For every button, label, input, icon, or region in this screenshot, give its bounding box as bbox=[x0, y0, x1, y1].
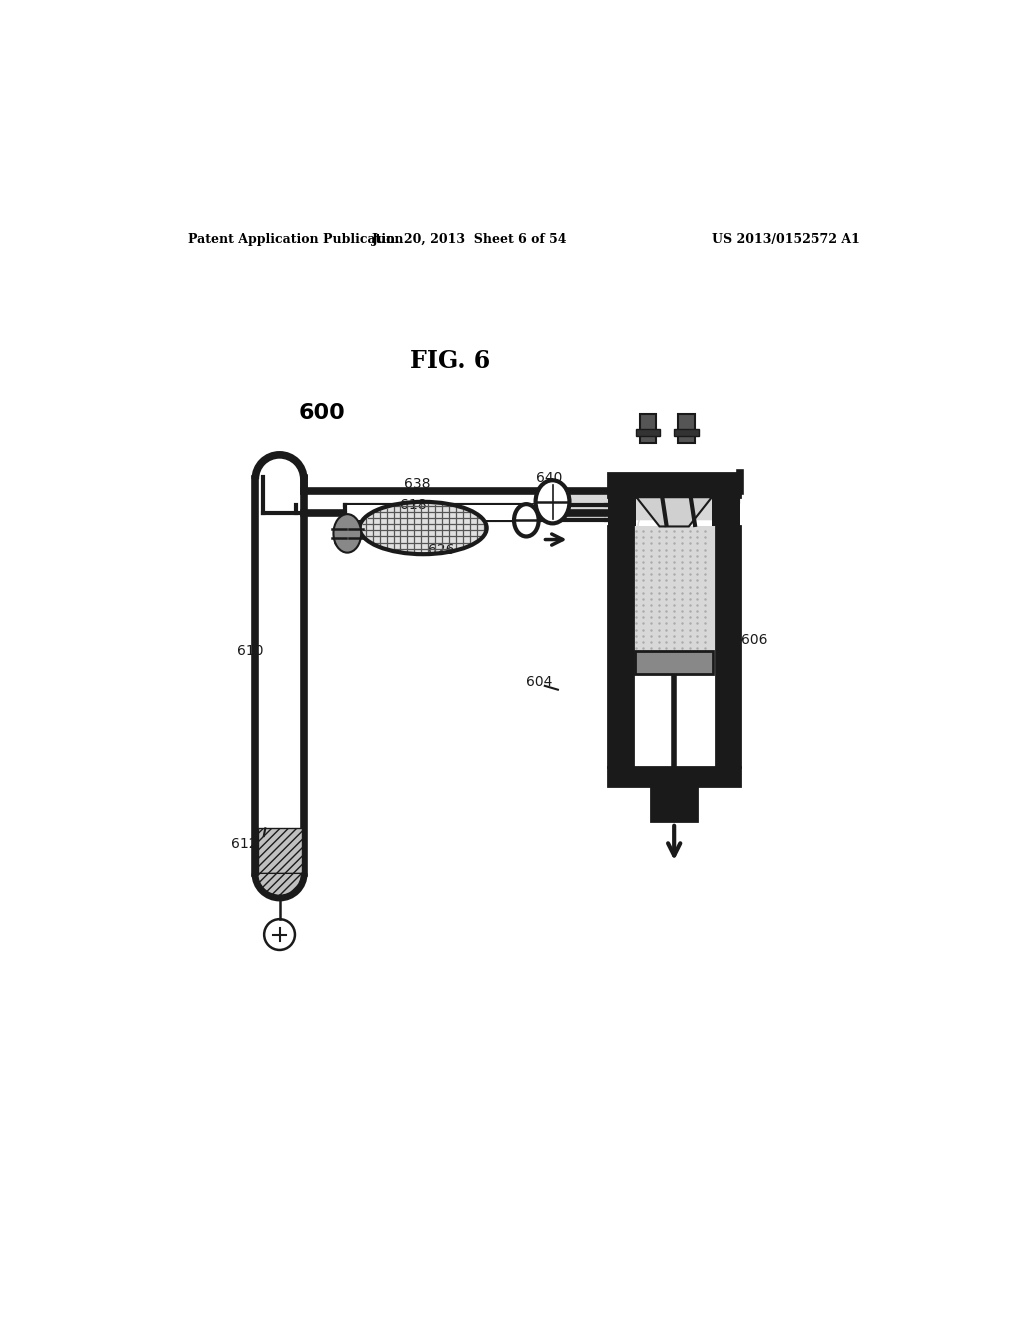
Bar bbox=[569, 491, 608, 512]
Bar bbox=[633, 675, 716, 767]
Wedge shape bbox=[258, 874, 301, 895]
Text: 622: 622 bbox=[333, 535, 359, 549]
Bar bbox=[608, 498, 637, 527]
Text: 638: 638 bbox=[403, 477, 430, 491]
Bar bbox=[716, 527, 740, 767]
Polygon shape bbox=[606, 491, 740, 523]
Text: 612: 612 bbox=[230, 837, 257, 850]
Text: Patent Application Publication: Patent Application Publication bbox=[188, 234, 403, 246]
Bar bbox=[608, 491, 740, 512]
Ellipse shape bbox=[514, 504, 539, 536]
Text: 626: 626 bbox=[428, 543, 455, 557]
Bar bbox=[539, 506, 606, 520]
Bar bbox=[636, 429, 660, 437]
Text: 600: 600 bbox=[298, 404, 345, 424]
Ellipse shape bbox=[536, 480, 569, 524]
Bar bbox=[608, 473, 740, 498]
Text: 640: 640 bbox=[537, 471, 563, 484]
Text: 604: 604 bbox=[526, 675, 553, 689]
Bar bbox=[608, 527, 633, 767]
Polygon shape bbox=[258, 829, 301, 875]
Text: 610: 610 bbox=[237, 644, 263, 659]
Text: 606: 606 bbox=[741, 632, 768, 647]
Bar bbox=[304, 491, 550, 512]
Bar bbox=[678, 414, 695, 444]
Ellipse shape bbox=[334, 515, 361, 553]
Bar bbox=[608, 767, 740, 785]
Ellipse shape bbox=[359, 502, 486, 554]
Bar bbox=[633, 527, 716, 651]
Polygon shape bbox=[637, 498, 712, 527]
Text: FIG. 6: FIG. 6 bbox=[410, 350, 490, 374]
Bar bbox=[640, 414, 656, 444]
Text: US 2013/0152572 A1: US 2013/0152572 A1 bbox=[712, 234, 860, 246]
Text: Jun. 20, 2013  Sheet 6 of 54: Jun. 20, 2013 Sheet 6 of 54 bbox=[372, 234, 567, 246]
Text: 618: 618 bbox=[400, 498, 427, 512]
Bar bbox=[635, 651, 714, 675]
Bar bbox=[712, 498, 740, 527]
Bar bbox=[651, 785, 697, 821]
Bar bbox=[345, 506, 524, 520]
Bar bbox=[674, 429, 698, 437]
Text: 642: 642 bbox=[528, 502, 554, 516]
